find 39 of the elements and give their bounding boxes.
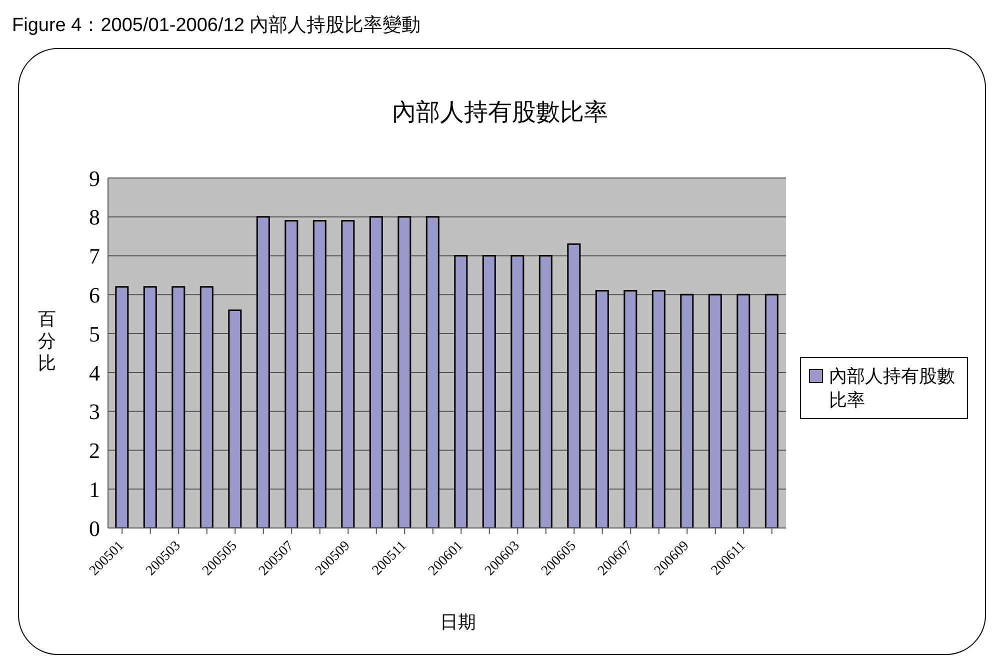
- y-tick-label: 3: [89, 399, 100, 424]
- y-tick-label: 7: [89, 244, 100, 269]
- bar: [652, 290, 666, 528]
- y-tick-label: 2: [89, 438, 100, 464]
- bar: [764, 294, 778, 528]
- bar: [482, 255, 496, 528]
- bar: [454, 255, 468, 528]
- bar: [426, 216, 440, 528]
- bar: [341, 220, 355, 528]
- bar: [510, 255, 524, 528]
- bar: [624, 290, 638, 528]
- bar: [708, 294, 722, 528]
- bar: [172, 286, 186, 528]
- caption: Figure 4：2005/01-2006/12 內部人持股比率變動: [12, 14, 421, 38]
- y-tick-label: 5: [89, 321, 100, 346]
- bar: [228, 309, 242, 528]
- bar: [312, 220, 326, 528]
- bar: [680, 294, 694, 528]
- bar: [256, 216, 270, 528]
- y-tick-label: 6: [89, 282, 100, 308]
- bar: [567, 243, 581, 528]
- y-axis-title: 百分比: [37, 308, 57, 374]
- x-axis-title: 日期: [439, 611, 477, 634]
- legend-label: 內部人持有股數比率: [829, 365, 956, 412]
- y-tick-label: 0: [89, 516, 100, 541]
- bar: [736, 294, 750, 528]
- bar: [369, 216, 383, 528]
- chart-title: 內部人持有股數比率: [391, 98, 609, 128]
- y-tick-label: 1: [89, 476, 100, 502]
- bar: [538, 255, 552, 528]
- bar: [398, 216, 412, 528]
- bar: [200, 286, 214, 528]
- bar: [595, 290, 609, 528]
- y-tick-label: 4: [89, 360, 100, 386]
- bar: [143, 286, 157, 528]
- bar: [284, 220, 298, 528]
- bar: [115, 286, 129, 528]
- y-tick-label: 8: [89, 204, 100, 230]
- y-tick-label: 9: [89, 166, 100, 191]
